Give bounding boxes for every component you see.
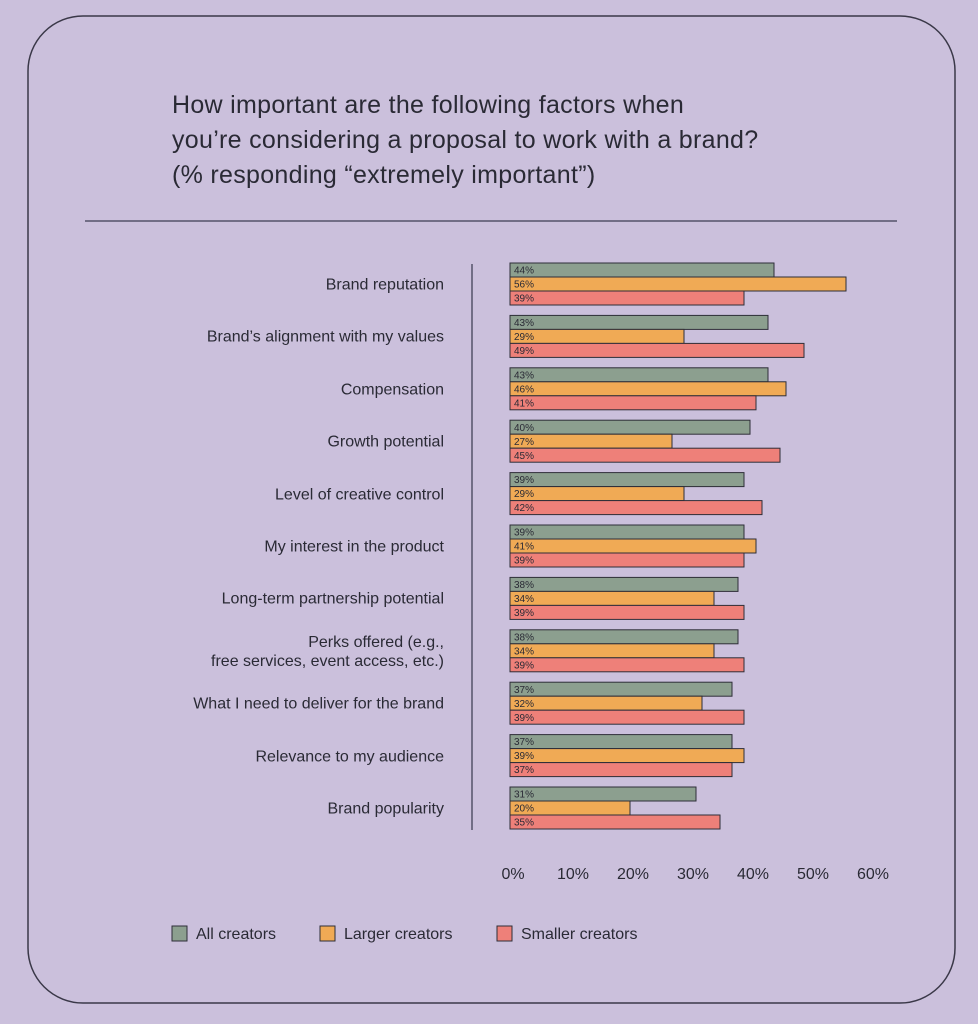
value-label: 39% bbox=[514, 608, 534, 619]
x-tick-label: 50% bbox=[797, 866, 829, 883]
bar bbox=[509, 762, 733, 778]
value-label: 34% bbox=[514, 646, 534, 657]
bar bbox=[509, 447, 781, 463]
value-label: 39% bbox=[514, 713, 534, 724]
bar bbox=[509, 786, 697, 802]
value-label: 39% bbox=[514, 475, 534, 486]
bar bbox=[509, 524, 745, 540]
bar bbox=[509, 290, 745, 306]
bar bbox=[509, 814, 721, 830]
value-label: 39% bbox=[514, 751, 534, 762]
value-label: 46% bbox=[514, 384, 534, 395]
bar bbox=[509, 538, 757, 554]
category-label: My interest in the product bbox=[264, 538, 444, 556]
x-tick-label: 30% bbox=[677, 866, 709, 883]
bar bbox=[509, 367, 769, 383]
x-tick-label: 40% bbox=[737, 866, 769, 883]
category-label: Growth potential bbox=[327, 433, 444, 451]
bar bbox=[509, 472, 745, 488]
category-label: Perks offered (e.g., free services, even… bbox=[211, 633, 444, 670]
value-label: 37% bbox=[514, 765, 534, 776]
value-label: 32% bbox=[514, 699, 534, 710]
value-label: 39% bbox=[514, 556, 534, 567]
bar bbox=[509, 328, 685, 344]
bar bbox=[509, 695, 703, 711]
x-tick-label: 0% bbox=[501, 866, 524, 883]
bar bbox=[509, 681, 733, 697]
bar bbox=[509, 276, 847, 292]
bar bbox=[509, 604, 745, 620]
value-label: 49% bbox=[514, 346, 534, 357]
bar bbox=[509, 342, 805, 358]
value-label: 42% bbox=[514, 503, 534, 514]
x-tick-label: 60% bbox=[857, 866, 889, 883]
category-label: Brand’s alignment with my values bbox=[206, 328, 444, 346]
bar bbox=[509, 643, 715, 659]
value-label: 38% bbox=[514, 580, 534, 591]
value-label: 41% bbox=[514, 398, 534, 409]
value-label: 41% bbox=[514, 542, 534, 553]
value-label: 27% bbox=[514, 437, 534, 448]
value-label: 37% bbox=[514, 737, 534, 748]
legend-label: All creators bbox=[196, 926, 276, 943]
x-tick-label: 10% bbox=[557, 866, 589, 883]
value-label: 38% bbox=[514, 632, 534, 643]
value-label: 56% bbox=[514, 280, 534, 291]
bar bbox=[509, 657, 745, 673]
bar bbox=[509, 576, 739, 592]
value-label: 44% bbox=[514, 266, 534, 277]
bar bbox=[509, 590, 715, 606]
value-label: 29% bbox=[514, 489, 534, 500]
bar bbox=[509, 433, 673, 449]
bar bbox=[509, 419, 751, 435]
bar bbox=[509, 734, 733, 750]
value-label: 43% bbox=[514, 370, 534, 381]
value-label: 20% bbox=[514, 804, 534, 815]
category-label: Level of creative control bbox=[275, 486, 444, 504]
chart-title: How important are the following factors … bbox=[172, 91, 759, 189]
category-label: Compensation bbox=[340, 381, 444, 399]
frame bbox=[27, 15, 956, 1004]
bar bbox=[509, 395, 757, 411]
bar bbox=[509, 748, 745, 764]
category-label: Brand reputation bbox=[325, 276, 444, 294]
value-label: 45% bbox=[514, 451, 534, 462]
value-label: 31% bbox=[514, 790, 534, 801]
category-label: What I need to deliver for the brand bbox=[193, 695, 444, 713]
value-label: 34% bbox=[514, 594, 534, 605]
legend-label: Larger creators bbox=[344, 926, 453, 943]
bar bbox=[509, 314, 769, 330]
value-label: 39% bbox=[514, 660, 534, 671]
value-label: 29% bbox=[514, 332, 534, 343]
category-label: Long-term partnership potential bbox=[221, 590, 444, 608]
x-tick-label: 20% bbox=[617, 866, 649, 883]
bar bbox=[509, 262, 775, 278]
bar bbox=[509, 629, 739, 645]
legend-swatch bbox=[171, 925, 188, 942]
value-label: 43% bbox=[514, 318, 534, 329]
value-label: 37% bbox=[514, 685, 534, 696]
bar bbox=[509, 709, 745, 725]
value-label: 39% bbox=[514, 294, 534, 305]
bar bbox=[509, 486, 685, 502]
legend-swatch bbox=[496, 925, 513, 942]
legend-swatch bbox=[319, 925, 336, 942]
bar bbox=[509, 381, 787, 397]
value-label: 40% bbox=[514, 423, 534, 434]
category-label: Brand popularity bbox=[327, 800, 444, 818]
value-label: 35% bbox=[514, 818, 534, 829]
legend-label: Smaller creators bbox=[521, 926, 637, 943]
bar bbox=[509, 500, 763, 516]
category-label: Relevance to my audience bbox=[255, 748, 444, 766]
bar bbox=[509, 552, 745, 568]
value-label: 39% bbox=[514, 528, 534, 539]
